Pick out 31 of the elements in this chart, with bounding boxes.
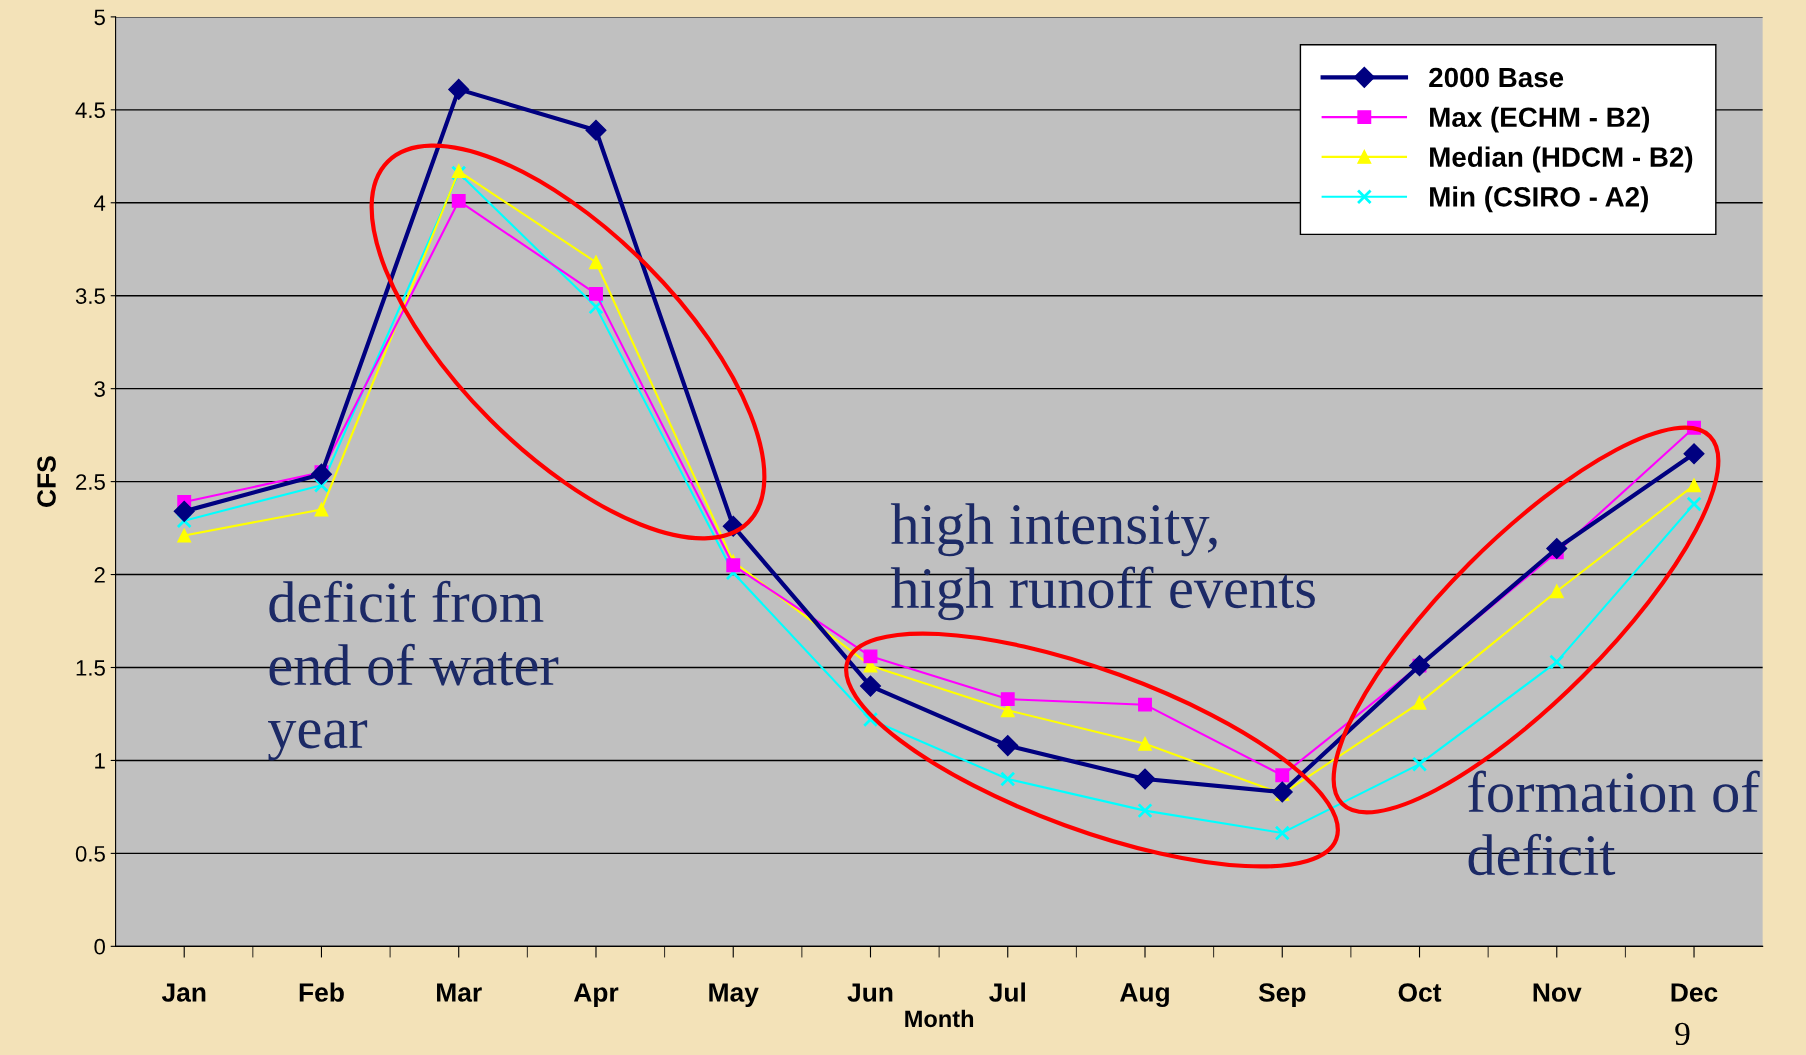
legend-label: Min (CSIRO - A2) [1430, 186, 1648, 213]
x-tick-label: Aug [1120, 983, 1169, 1008]
x-tick-label: Nov [1533, 983, 1582, 1002]
y-tick-label: 0.5 [75, 845, 105, 862]
annotation: high intensity, high runoff events [890, 503, 1315, 621]
x-tick-label: May [709, 983, 759, 1008]
x-tick-label: Jun [847, 983, 893, 1002]
y-tick-label: 0 [94, 938, 105, 955]
y-tick-label: 3.5 [75, 288, 105, 304]
y-tick-label: 2.5 [76, 474, 105, 490]
x-tick-label: Oct [1398, 983, 1442, 1002]
x-tick-label: Jan [161, 983, 206, 1002]
y-tick-label: 2 [94, 567, 105, 583]
x-tick-label: Apr [573, 983, 619, 1008]
x-tick-label: Feb [299, 982, 344, 1002]
legend-label: Median (HDCM - B2) [1430, 146, 1693, 173]
x-tick-label: Dec [1671, 983, 1718, 1002]
y-tick-label: 4 [94, 195, 106, 211]
legend-label: Max (ECHM - B2) [1430, 106, 1650, 133]
y-tick-label: 4.5 [75, 102, 105, 119]
y-tick-label: 1 [95, 753, 105, 769]
x-tick-label: Sep [1258, 983, 1306, 1008]
x-tick-label: Mar [437, 983, 482, 1002]
legend-label: 2000 Base [1429, 67, 1564, 88]
x-axis-title: Month [905, 1009, 974, 1028]
text: 9 [1675, 1022, 1690, 1046]
y-tick-label: 5 [94, 9, 105, 26]
y-tick-label: 1.5 [76, 660, 105, 676]
y-axis-title: CFS [37, 456, 56, 507]
y-tick-label: 3 [94, 381, 105, 397]
x-tick-label: Jul [989, 982, 1025, 1002]
